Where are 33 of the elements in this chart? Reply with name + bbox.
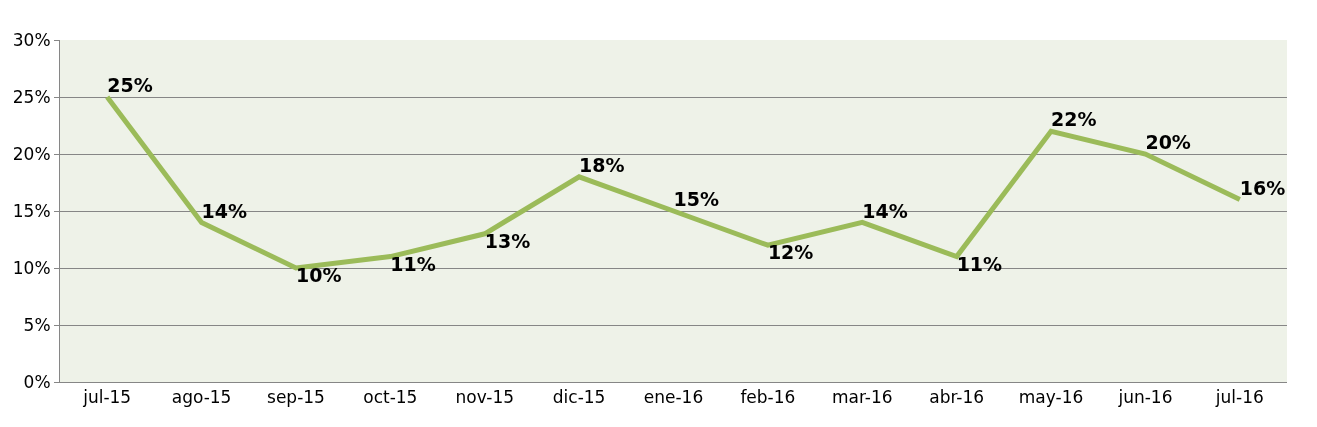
x-tick-label: abr-16 [929,387,985,408]
data-label: 22% [1051,108,1097,131]
data-label: 15% [673,188,719,211]
data-label: 18% [579,154,625,177]
y-tick-label: 5% [23,314,51,335]
data-label: 13% [484,230,531,253]
x-tick-label: feb-16 [740,387,796,408]
x-tick-label: nov-15 [455,387,514,408]
x-tick-label: mar-16 [831,387,893,408]
x-tick-label: sep-15 [267,387,325,408]
y-tick-label: 20% [12,143,51,164]
data-label: 16% [1239,176,1286,199]
data-label: 11% [956,252,1003,275]
data-label: 12% [767,241,814,264]
x-tick-label: ago-15 [171,387,232,408]
x-tick-label: jul-16 [1214,387,1264,408]
x-tick-label: jun-16 [1117,387,1173,408]
data-label: 14% [862,199,908,222]
y-tick-label: 0% [23,371,51,392]
data-label: 14% [201,199,248,222]
x-tick-label: oct-15 [363,387,418,408]
x-tick-label: jul-15 [82,387,132,408]
y-tick-label: 25% [12,86,51,107]
y-tick-label: 15% [12,200,51,221]
data-label: 25% [107,74,153,97]
y-tick-label: 10% [12,257,51,278]
data-label: 10% [295,264,342,287]
data-label: 11% [390,252,436,275]
x-tick-label: may-16 [1018,387,1084,408]
x-tick-label: dic-15 [552,387,606,408]
data-label: 20% [1145,131,1191,154]
y-tick-label: 30% [12,29,51,50]
x-tick-label: ene-16 [643,387,704,408]
